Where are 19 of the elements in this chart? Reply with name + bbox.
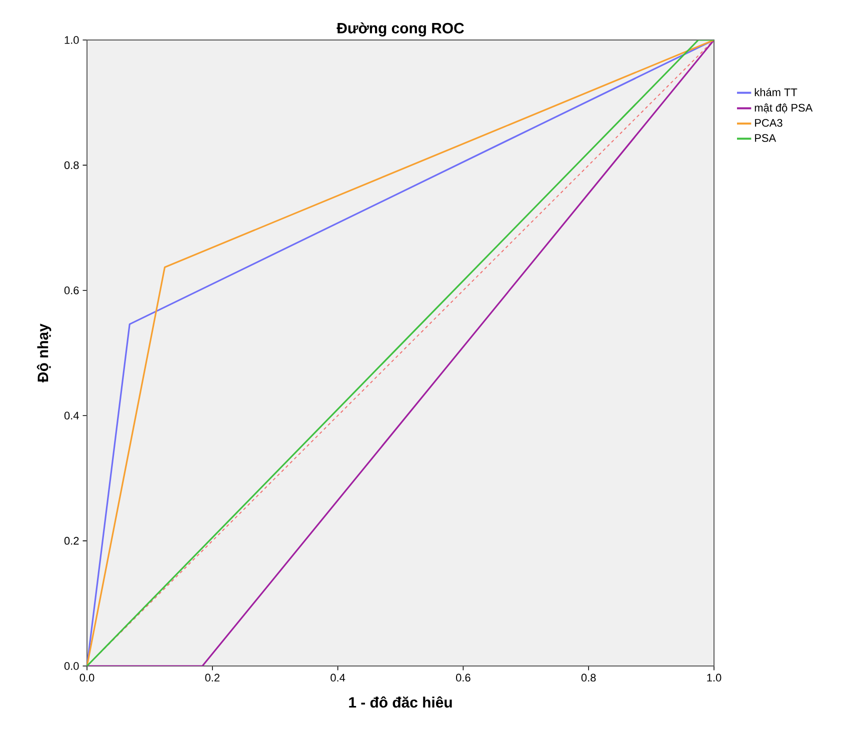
chart-title: Đường cong ROC — [336, 22, 464, 36]
x-tick-label: 1.0 — [707, 674, 722, 682]
legend-label: PSA — [755, 134, 776, 142]
y-tick-label: 0.4 — [64, 412, 79, 420]
y-tick-label: 0.6 — [64, 286, 79, 294]
y-axis-title: Độ nhạy — [36, 324, 52, 382]
y-tick-label: 1.0 — [64, 36, 79, 44]
y-tick-label: 0.0 — [64, 662, 79, 670]
y-tick-label: 0.8 — [64, 161, 79, 170]
x-tick-label: 0.2 — [205, 674, 220, 682]
legend-label: mật độ PSA — [754, 104, 813, 114]
x-tick-label: 0.0 — [80, 674, 94, 682]
x-tick-label: 0.8 — [581, 674, 596, 682]
y-tick-label: 0.2 — [64, 536, 79, 545]
legend-label: PCA3 — [755, 119, 782, 127]
legend-label: khám TT — [754, 88, 798, 96]
x-tick-label: 0.4 — [330, 674, 346, 682]
x-axis-title: 1 - đô đăc hiêu — [349, 696, 452, 708]
x-tick-label: 0.6 — [456, 674, 470, 682]
